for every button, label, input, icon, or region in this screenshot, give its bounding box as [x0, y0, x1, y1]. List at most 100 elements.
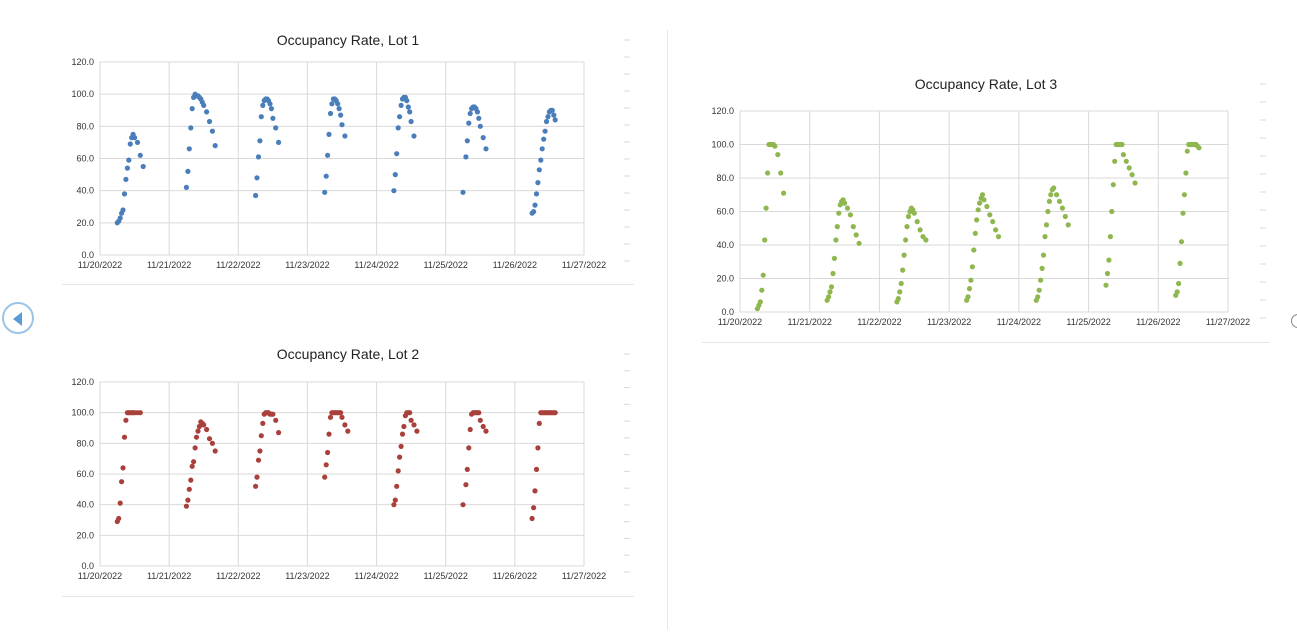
data-point [536, 167, 542, 173]
data-point [391, 502, 397, 508]
y-tick-label: 120.0 [71, 57, 94, 67]
data-point [398, 443, 404, 449]
data-point [1184, 148, 1190, 154]
data-point [762, 237, 768, 243]
x-tick-label: 11/25/2022 [1066, 317, 1110, 327]
data-point [757, 299, 763, 305]
chart-title: Occupancy Rate, Lot 3 [915, 76, 1058, 92]
y-tick-label: 0.0 [721, 307, 734, 317]
data-point [830, 270, 836, 277]
chart-lot-1-svg: Occupancy Rate, Lot 1 0.0 20.0 40.0 60.0 80.0… [71, 32, 630, 270]
data-point [477, 123, 483, 129]
data-point [185, 168, 191, 174]
chart-lot-2[interactable]: Occupancy Rate, Lot 2 0.0 20.0 40.0 60.0 80.0… [62, 340, 634, 596]
data-point [395, 468, 401, 474]
chart-lot-3[interactable]: Occupancy Rate, Lot 3 0.0 20.0 40.0 60.0 80.0… [702, 70, 1270, 342]
x-tick-label: 11/27/2022 [1206, 317, 1250, 327]
data-point [339, 414, 345, 420]
data-point [267, 101, 273, 107]
data-point [276, 139, 282, 145]
data-point [531, 209, 537, 215]
data-point [464, 138, 470, 144]
data-point [536, 420, 542, 426]
data-point [414, 428, 420, 434]
y-tick-label: 100.0 [71, 89, 94, 99]
sheet-gridline [62, 284, 634, 285]
data-point [1042, 234, 1048, 240]
data-point [326, 431, 332, 437]
data-point [335, 101, 341, 107]
data-point [276, 430, 282, 436]
chevron-left-icon[interactable] [2, 302, 34, 334]
data-point [116, 515, 122, 522]
y-tick-label: 40.0 [76, 186, 94, 196]
data-point [533, 191, 540, 197]
data-point [404, 98, 410, 104]
y-tick-label: 20.0 [716, 274, 734, 284]
data-point [850, 224, 856, 230]
data-point [775, 152, 781, 158]
data-point [1129, 172, 1135, 178]
data-point [1056, 198, 1063, 204]
y-tick-label: 0.0 [81, 561, 94, 571]
data-point [990, 219, 996, 225]
data-point [1062, 213, 1068, 220]
data-point [480, 423, 486, 430]
x-tick-label: 11/27/2022 [562, 260, 606, 270]
sheet-gridline [702, 342, 1270, 343]
x-tick-label: 11/26/2022 [493, 260, 537, 270]
data-point [397, 454, 403, 460]
chart-lot-1[interactable]: Occupancy Rate, Lot 1 0.0 20.0 40.0 60.0 80.0… [62, 26, 634, 284]
data-point [189, 463, 195, 469]
data-point [539, 146, 545, 152]
data-point [917, 227, 923, 233]
data-point [339, 122, 345, 128]
data-point [911, 210, 917, 216]
data-point [270, 411, 276, 417]
data-point [394, 151, 400, 157]
data-point [137, 152, 143, 158]
x-tick-label: 11/22/2022 [857, 317, 901, 327]
data-point [551, 112, 557, 118]
y-tick-label: 60.0 [76, 154, 94, 164]
y-tick-label: 0.0 [81, 250, 94, 260]
x-tick-label: 11/23/2022 [285, 260, 329, 270]
scroll-edge-icon [1291, 314, 1297, 328]
data-point [532, 488, 538, 494]
data-point [995, 234, 1002, 240]
data-point [253, 192, 259, 199]
data-point [1039, 265, 1045, 271]
data-point [325, 449, 331, 456]
data-point [392, 497, 398, 503]
data-point [552, 410, 558, 416]
data-point [483, 146, 489, 152]
data-point [407, 410, 413, 416]
data-point [538, 157, 544, 163]
data-point [1196, 145, 1202, 151]
data-point [185, 497, 191, 503]
y-tick-label: 120.0 [71, 377, 94, 387]
data-point [987, 212, 993, 218]
data-point [411, 133, 417, 139]
y-tick-label: 80.0 [76, 438, 94, 448]
data-point [258, 114, 264, 120]
data-point [391, 188, 397, 194]
y-tick-label: 20.0 [76, 218, 94, 228]
data-point [467, 110, 473, 117]
data-point [137, 410, 143, 416]
data-point [759, 287, 765, 293]
data-point [463, 482, 469, 488]
data-point [1132, 180, 1138, 186]
data-point [898, 280, 904, 287]
x-tick-label: 11/22/2022 [216, 571, 260, 581]
data-point [322, 474, 328, 480]
data-point [856, 240, 862, 246]
x-tick-label: 11/26/2022 [493, 571, 537, 581]
x-tick-label: 11/22/2022 [216, 260, 260, 270]
x-tick-label: 11/24/2022 [997, 317, 1041, 327]
data-point [124, 165, 130, 171]
data-point [1040, 252, 1047, 258]
x-tick-label: 11/21/2022 [147, 571, 191, 581]
data-point [188, 477, 194, 483]
data-point [273, 125, 279, 131]
